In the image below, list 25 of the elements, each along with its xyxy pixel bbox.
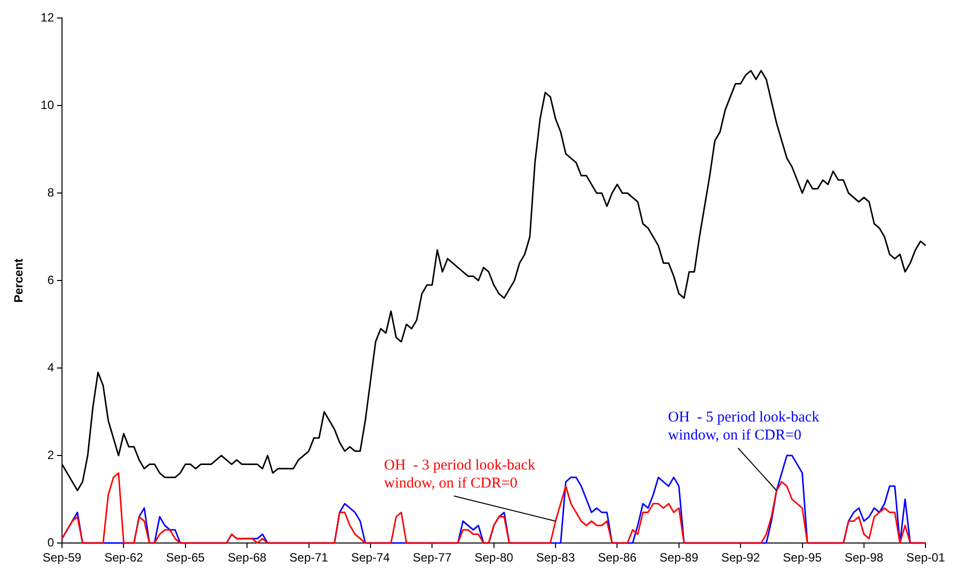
x-tick-label: Sep-71 xyxy=(289,550,328,565)
x-tick-label: Sep-74 xyxy=(351,550,390,565)
y-tick-label: 10 xyxy=(40,98,54,112)
x-tick-label: Sep-95 xyxy=(782,550,822,565)
y-tick-label: 8 xyxy=(47,185,54,200)
x-tick-label: Sep-77 xyxy=(412,550,452,565)
x-tick-label: Sep-68 xyxy=(228,550,267,565)
series-label: OH - 3 period look-back window, on if CDR=0 xyxy=(384,457,536,492)
series-label: OH - 5 period look-back window, on if CDR=0 xyxy=(668,409,820,444)
y-tick-label: 2 xyxy=(47,448,54,462)
y-tick-label: 0 xyxy=(47,535,54,550)
x-tick-label: Sep-65 xyxy=(166,550,206,565)
y-axis-title: Percent xyxy=(12,258,26,303)
x-tick-label: Sep-59 xyxy=(42,550,82,565)
x-tick-label: Sep-62 xyxy=(104,550,144,565)
x-tick-label: Sep-01 xyxy=(906,550,946,565)
x-tick-label: Sep-98 xyxy=(844,550,884,565)
x-tick-label: Sep-86 xyxy=(598,550,637,565)
y-tick-label: 12 xyxy=(40,10,54,25)
x-tick-label: Sep-92 xyxy=(721,550,760,565)
y-tick-label: 4 xyxy=(47,360,54,374)
y-tick-label: 6 xyxy=(47,272,54,287)
x-tick-label: Sep-83 xyxy=(536,550,576,565)
x-tick-label: Sep-89 xyxy=(660,550,699,565)
x-tick-label: Sep-80 xyxy=(474,550,514,565)
